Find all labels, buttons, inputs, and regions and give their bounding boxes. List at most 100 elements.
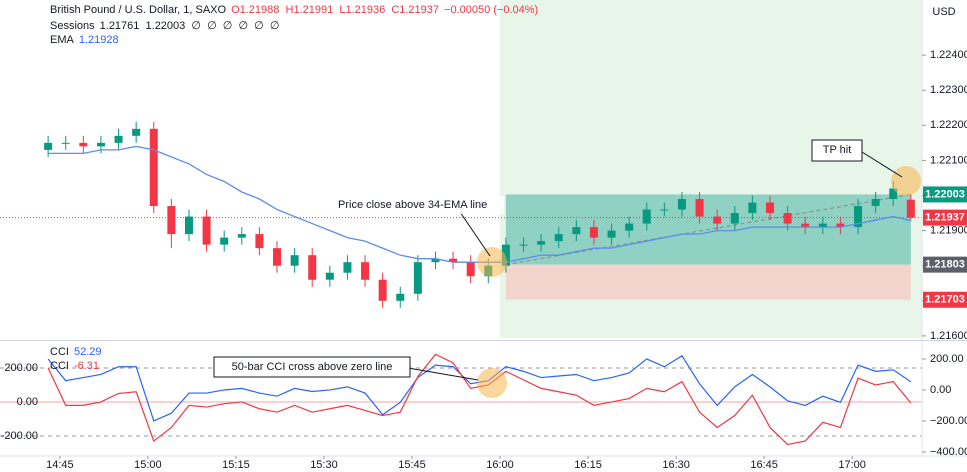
candle-body (871, 199, 880, 207)
candle-body (818, 223, 827, 228)
y-tick-label: -200.00 (1, 430, 38, 442)
candle-body (501, 244, 510, 266)
arrow (861, 151, 903, 178)
highlight-circle (477, 247, 507, 277)
arrow (459, 211, 491, 257)
candle-body (343, 262, 352, 273)
ema-last: 1.21928 (78, 34, 119, 46)
candle-body (184, 216, 193, 235)
price-label: 1.21937 (925, 212, 965, 224)
price-label: 1.22003 (925, 188, 965, 200)
note-bg (811, 139, 863, 162)
candle-body (836, 223, 845, 228)
header-line: British Pound / U.S. Dollar, 1, SAXO O1.2… (50, 4, 543, 16)
candle-body (96, 142, 105, 147)
candle-body (449, 258, 458, 263)
y2-tick-label: 200.00 (930, 353, 964, 365)
y-tick-label: 1.22100 (930, 154, 967, 166)
candle-body (607, 230, 616, 238)
ohlc: O1.21988 H1.21991 L1.21936 C1.21937 (231, 4, 440, 16)
candle-body (783, 213, 792, 224)
candle-body (642, 209, 651, 224)
y-tick-label: 1.22300 (930, 84, 967, 96)
candle-body (765, 202, 774, 214)
candle-body (255, 234, 264, 249)
trade-line (505, 193, 911, 266)
x-tick-label: 15:45 (398, 459, 426, 471)
candle-body (361, 262, 370, 280)
cci-name: CCI (50, 346, 69, 358)
symbol: British Pound / U.S. Dollar, 1, SAXO (50, 4, 227, 16)
candle-body (308, 255, 317, 280)
x-tick-label: 16:15 (574, 459, 602, 471)
price-label-bg (923, 256, 967, 273)
candle-body (431, 258, 440, 263)
x-tick-label: 15:15 (222, 459, 250, 471)
y2-tick-label: 0.00 (930, 384, 951, 396)
y-tick-label: 1.21600 (930, 330, 967, 342)
x-tick-label: 16:30 (662, 459, 690, 471)
candle-body (44, 142, 53, 150)
annotation: Price close above 34-EMA line (338, 199, 487, 211)
y2-tick-label: −200.00 (930, 415, 967, 427)
stop-zone (505, 264, 911, 300)
price-label: 1.21703 (925, 294, 965, 306)
x-tick-label: 17:00 (838, 459, 866, 471)
candle-body (378, 279, 387, 301)
candle-body (220, 237, 229, 245)
currency: USD (932, 6, 955, 18)
candle-body (290, 255, 299, 266)
change: −0.00050 (−0.04%) (444, 4, 539, 16)
highlight-circle (891, 166, 921, 196)
candle-body (625, 223, 634, 231)
candle-body (748, 202, 757, 214)
candle-body (132, 128, 141, 136)
candle-body (149, 128, 158, 207)
candle-body (79, 142, 88, 147)
candle-body (554, 234, 563, 242)
x-tick-label: 14:45 (46, 459, 74, 471)
y-tick-label: 0.00 (17, 396, 38, 408)
candle-body (660, 209, 669, 211)
candle-body (589, 227, 598, 238)
price-label-bg (923, 186, 967, 203)
candle-body (519, 244, 528, 246)
candle-body (202, 216, 211, 245)
annotation: TP hit (823, 144, 852, 156)
annotation: 50-bar CCI cross above zero line (232, 361, 393, 373)
header-line: Sessions 1.21761 1.22003 ∅ ∅ ∅ ∅ ∅ ∅ (50, 19, 284, 32)
candle-body (854, 206, 863, 228)
y2-tick-label: −400.00 (930, 446, 967, 458)
candle-body (114, 135, 123, 143)
header-line: EMA 1.21928 (50, 34, 124, 46)
cci-last: -6.31 (73, 360, 100, 372)
candle-body (713, 216, 722, 224)
y-tick-label: 1.22400 (930, 49, 967, 61)
candle-body (466, 262, 475, 277)
candle-body (572, 227, 581, 235)
cci-legend: CCI 52.29 (50, 346, 106, 358)
candle-body (730, 213, 739, 224)
x-tick-label: 15:00 (134, 459, 162, 471)
y-tick-label: 1.21900 (930, 225, 967, 237)
price-label-bg (923, 291, 967, 308)
candle-body (61, 142, 70, 144)
candle-body (537, 241, 546, 245)
candle-body (906, 199, 915, 218)
candle-body (396, 293, 405, 301)
ema-name: EMA (50, 34, 74, 46)
price-label: 1.21803 (925, 259, 965, 271)
y-tick-label: 1.22200 (930, 119, 967, 131)
highlight-circle (477, 368, 507, 398)
candle-body (695, 199, 704, 217)
arrow (407, 367, 479, 381)
cci-last: 52.29 (73, 346, 102, 358)
candle-body (167, 206, 176, 235)
axis-bg (922, 0, 967, 472)
annotations: Price close above 34-EMA line TP hit 50-… (213, 139, 921, 398)
note-bg (213, 356, 411, 378)
price-label-bg (923, 209, 967, 226)
cci-legend: CCI -6.31 (50, 360, 104, 372)
